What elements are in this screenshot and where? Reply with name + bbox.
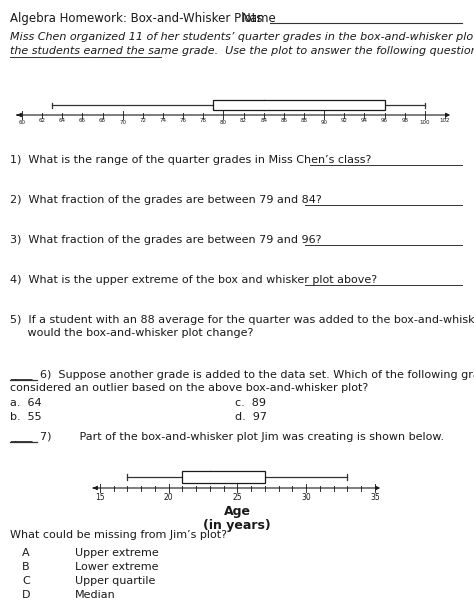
Text: Upper extreme: Upper extreme xyxy=(75,548,159,558)
Text: 20: 20 xyxy=(164,493,173,502)
Text: c.  89: c. 89 xyxy=(235,398,266,408)
Text: 100: 100 xyxy=(419,120,430,125)
Text: 15: 15 xyxy=(95,493,105,502)
Text: 78: 78 xyxy=(200,118,207,123)
Text: 98: 98 xyxy=(401,118,408,123)
Text: 102: 102 xyxy=(440,118,450,123)
Text: 1)  What is the range of the quarter grades in Miss Chen’s class?: 1) What is the range of the quarter grad… xyxy=(10,155,371,165)
Text: 5)  If a student with an 88 average for the quarter was added to the box-and-whi: 5) If a student with an 88 average for t… xyxy=(10,315,474,325)
Text: ____: ____ xyxy=(10,432,33,442)
Bar xyxy=(213,100,384,110)
Text: 72: 72 xyxy=(139,118,146,123)
Text: Age: Age xyxy=(224,505,250,518)
Text: 64: 64 xyxy=(59,118,66,123)
Text: ____: ____ xyxy=(10,370,33,380)
Text: Upper quartile: Upper quartile xyxy=(75,576,155,586)
Text: 90: 90 xyxy=(320,120,328,125)
Text: 25: 25 xyxy=(233,493,242,502)
Text: (in years): (in years) xyxy=(203,519,271,532)
Text: Algebra Homework: Box-and-Whisker Plots: Algebra Homework: Box-and-Whisker Plots xyxy=(10,12,263,25)
Text: 88: 88 xyxy=(301,118,308,123)
Text: 74: 74 xyxy=(159,118,166,123)
Text: 86: 86 xyxy=(280,118,287,123)
Text: 2)  What fraction of the grades are between 79 and 84?: 2) What fraction of the grades are betwe… xyxy=(10,195,322,205)
Text: B: B xyxy=(22,562,29,572)
Text: 66: 66 xyxy=(79,118,86,123)
Text: Median: Median xyxy=(75,590,116,600)
Text: the students earned the same grade.  Use the plot to answer the following questi: the students earned the same grade. Use … xyxy=(10,46,474,56)
Text: 3)  What fraction of the grades are between 79 and 96?: 3) What fraction of the grades are betwe… xyxy=(10,235,321,245)
Text: 62: 62 xyxy=(39,118,46,123)
Text: C: C xyxy=(22,576,30,586)
Text: 84: 84 xyxy=(260,118,267,123)
Bar xyxy=(182,471,265,483)
Text: Name: Name xyxy=(242,12,277,25)
Text: 96: 96 xyxy=(381,118,388,123)
Text: 92: 92 xyxy=(341,118,348,123)
Text: 70: 70 xyxy=(119,120,126,125)
Text: 80: 80 xyxy=(220,120,227,125)
Text: 30: 30 xyxy=(301,493,311,502)
Text: Lower extreme: Lower extreme xyxy=(75,562,158,572)
Text: A: A xyxy=(22,548,29,558)
Text: What could be missing from Jim’s plot?: What could be missing from Jim’s plot? xyxy=(10,530,227,540)
Text: 94: 94 xyxy=(361,118,368,123)
Text: 76: 76 xyxy=(180,118,187,123)
Text: a.  64: a. 64 xyxy=(10,398,42,408)
Text: would the box-and-whisker plot change?: would the box-and-whisker plot change? xyxy=(10,328,254,338)
Text: considered an outlier based on the above box-and-whisker plot?: considered an outlier based on the above… xyxy=(10,383,368,393)
Text: 68: 68 xyxy=(99,118,106,123)
Text: Miss Chen organized 11 of her students’ quarter grades in the box-and-whisker pl: Miss Chen organized 11 of her students’ … xyxy=(10,32,474,42)
Text: 4)  What is the upper extreme of the box and whisker plot above?: 4) What is the upper extreme of the box … xyxy=(10,275,377,285)
Text: b.  55: b. 55 xyxy=(10,412,42,422)
Text: 60: 60 xyxy=(18,120,26,125)
Text: d.  97: d. 97 xyxy=(235,412,267,422)
Text: 82: 82 xyxy=(240,118,247,123)
Text: 7)        Part of the box-and-whisker plot Jim was creating is shown below.: 7) Part of the box-and-whisker plot Jim … xyxy=(40,432,444,442)
Text: 35: 35 xyxy=(370,493,380,502)
Text: 6)  Suppose another grade is added to the data set. Which of the following grade: 6) Suppose another grade is added to the… xyxy=(40,370,474,380)
Text: D: D xyxy=(22,590,30,600)
